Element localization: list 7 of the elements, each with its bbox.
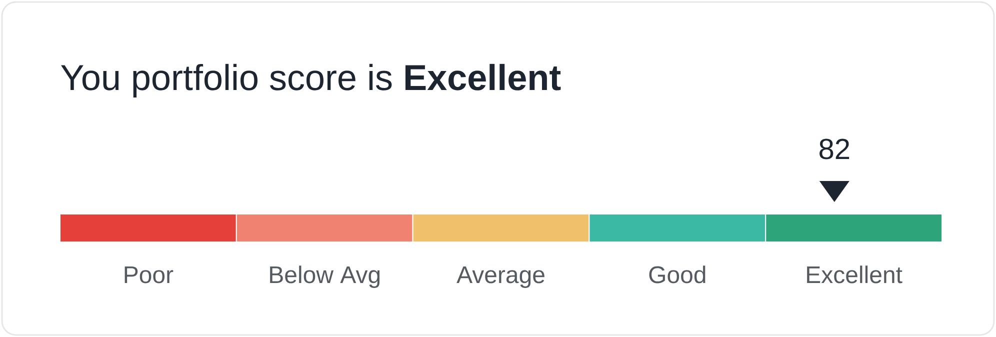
text: 82 bbox=[820, 138, 850, 160]
x-tick-label: Below Avg bbox=[270, 266, 380, 288]
x-tick-label: Excellent bbox=[807, 266, 902, 284]
x-tick-label: Good bbox=[649, 266, 706, 284]
x-tick-label: Poor bbox=[124, 266, 174, 284]
x-tick-label: Average bbox=[456, 266, 544, 288]
chart-title: You portfolio score is Excellent bbox=[61, 64, 561, 98]
